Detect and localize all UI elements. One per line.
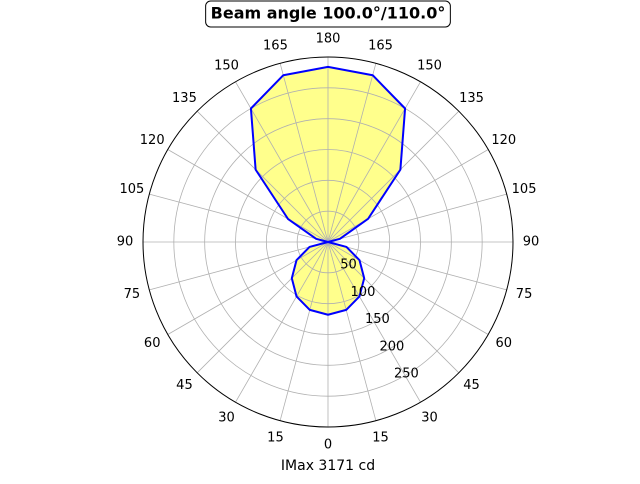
polar-frame (142, 56, 514, 428)
grid-line (196, 241, 329, 374)
theta-tick-label: 60 (496, 336, 513, 351)
grid-line (327, 241, 421, 403)
grid-line (327, 110, 460, 243)
grid-line (235, 241, 329, 403)
grid-line (327, 241, 507, 291)
theta-tick-label: 165 (368, 38, 393, 53)
r-tick-label: 50 (340, 258, 357, 273)
grid-line (327, 149, 489, 243)
grid-line (327, 241, 460, 374)
theta-tick-label: 135 (172, 91, 197, 106)
theta-tick-label: 45 (463, 378, 480, 393)
theta-tick-label: 120 (140, 133, 165, 148)
grid-line (327, 193, 507, 243)
title-box: Beam angle 100.0°/110.0° (205, 0, 451, 28)
x-axis-label: IMax 3171 cd (281, 458, 375, 474)
theta-tick-label: 0 (324, 438, 332, 453)
plot-area (143, 57, 513, 427)
grid-line (279, 241, 329, 421)
r-tick-label: 200 (379, 339, 404, 354)
grid-line (327, 241, 489, 335)
r-tick-label: 150 (365, 312, 390, 327)
theta-tick-label: 30 (218, 410, 235, 425)
grid-line (149, 241, 329, 291)
theta-tick-label: 75 (516, 287, 533, 302)
theta-tick-label: 15 (267, 431, 284, 446)
theta-tick-label: 105 (512, 182, 537, 197)
theta-tick-label: 60 (144, 336, 161, 351)
theta-tick-label: 150 (417, 59, 442, 74)
theta-tick-label: 120 (491, 133, 516, 148)
theta-tick-label: 150 (214, 59, 239, 74)
r-tick-label: 100 (351, 285, 376, 300)
theta-tick-label: 30 (421, 410, 438, 425)
theta-tick-label: 90 (117, 235, 134, 250)
theta-tick-label: 105 (120, 182, 145, 197)
r-tick-label: 250 (394, 367, 419, 382)
grid-line (167, 241, 329, 335)
grid-line (327, 241, 377, 421)
grid-line (327, 63, 377, 243)
theta-tick-label: 165 (263, 38, 288, 53)
grid-line (279, 63, 329, 243)
theta-tick-label: 90 (523, 235, 540, 250)
theta-tick-label: 45 (176, 378, 193, 393)
theta-tick-label: 15 (372, 431, 389, 446)
grid-line (149, 193, 329, 243)
theta-tick-label: 135 (459, 91, 484, 106)
theta-tick-label: 75 (124, 287, 141, 302)
theta-tick-label: 180 (316, 32, 341, 47)
chart-title: Beam angle 100.0°/110.0° (211, 4, 446, 23)
line (249, 65, 407, 316)
grid-line (167, 149, 329, 243)
grid-line (196, 110, 329, 243)
title-frame (205, 0, 451, 28)
